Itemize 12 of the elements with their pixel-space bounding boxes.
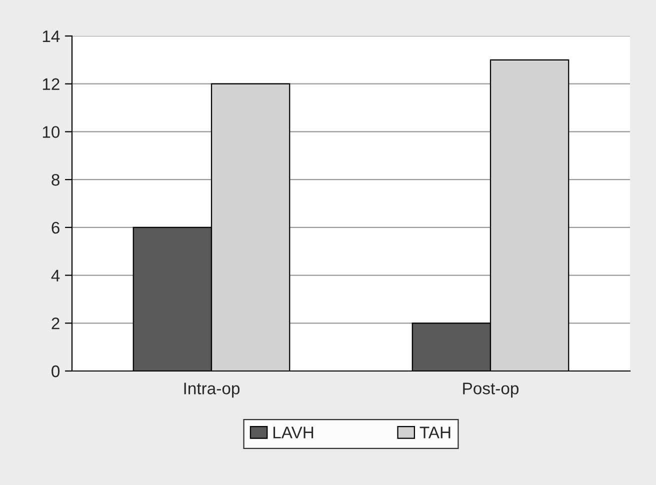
y-tick-label: 0: [52, 365, 60, 378]
y-tick-label: 6: [52, 222, 60, 234]
x-tick-label: Post-op: [463, 382, 519, 398]
y-tick-label: 12: [42, 78, 60, 90]
y-tick-label: 8: [52, 174, 60, 186]
y-tick-label: 10: [42, 126, 60, 138]
legend-label: LAVH: [273, 426, 314, 438]
x-tick-label: Intra-op: [184, 382, 240, 398]
legend-label: TAH: [420, 426, 450, 438]
y-tick-label: 14: [42, 30, 60, 42]
y-tick-label: 2: [52, 318, 60, 330]
y-tick-label: 4: [51, 270, 60, 282]
